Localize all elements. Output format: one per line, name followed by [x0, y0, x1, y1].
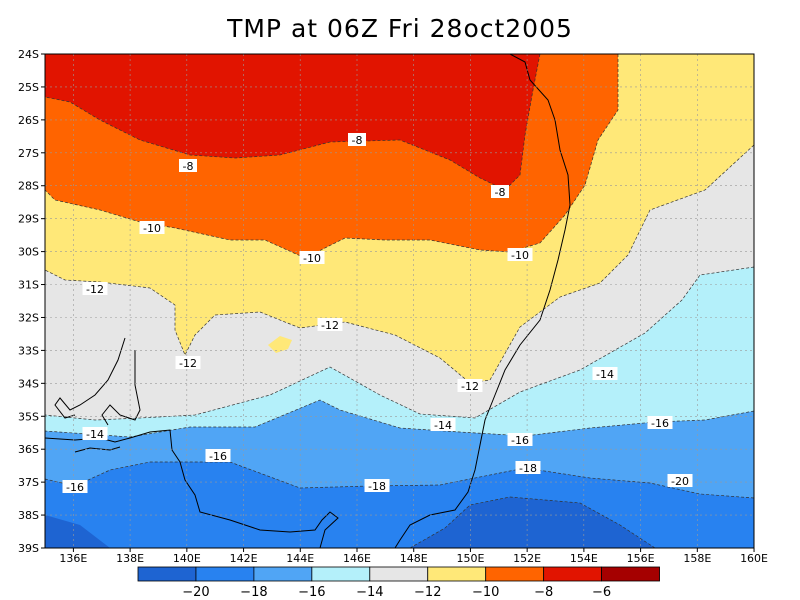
- lon-tick-label: 154E: [570, 552, 598, 565]
- contour-label: -16: [209, 450, 227, 463]
- colorbar-label: −10: [472, 585, 499, 600]
- colorbar-label: −20: [182, 585, 209, 600]
- contour-label: -18: [368, 480, 386, 493]
- lat-tick-label: 34S: [18, 377, 39, 390]
- colorbar-swatch: [543, 566, 603, 582]
- colorbar-label: −18: [240, 585, 267, 600]
- band-minus-6: [45, 54, 540, 190]
- lon-tick-label: 142E: [230, 552, 258, 565]
- lat-tick-label: 24S: [18, 48, 39, 61]
- contour-label: -12: [179, 357, 197, 370]
- contour-label: -16: [651, 417, 669, 430]
- contour-label: -10: [143, 222, 161, 235]
- latitude-axis: 24S 25S 26S 27S 28S 29S 30S 31S 32S 33S 34S 35S 36S 3…: [18, 48, 39, 555]
- contour-label-bg: [317, 318, 343, 331]
- contour-label-bg: [430, 418, 456, 431]
- lat-tick-label: 26S: [18, 114, 39, 127]
- lat-tick-label: 29S: [18, 213, 39, 226]
- colorbar-swatch: [369, 566, 429, 582]
- contour-label: -20: [671, 475, 689, 488]
- contour-label-bg: [299, 251, 325, 264]
- lon-tick-label: 138E: [116, 552, 144, 565]
- contour-label-bg: [139, 221, 165, 234]
- contour-label-bg: [507, 433, 533, 446]
- contour-labels: -8 -8 -8 -10 -10 -10 -12 -12 -12 -12 -14 -14 -14 -16 -…: [62, 133, 693, 494]
- lat-tick-label: 39S: [18, 542, 39, 555]
- contour-label: -16: [66, 481, 84, 494]
- colorbar-swatch: [427, 566, 487, 582]
- contour-label-bg: [364, 479, 390, 492]
- colorbar: −20 −18 −16 −14 −12 −10 −8 −6: [137, 566, 660, 600]
- lat-tick-label: 28S: [18, 180, 39, 193]
- contour-label-bg: [205, 449, 231, 462]
- lon-tick-label: 140E: [173, 552, 201, 565]
- contour-label: -12: [461, 380, 479, 393]
- contour-label-bg: [507, 248, 533, 261]
- band-minus-10-blob: [268, 336, 292, 353]
- lon-tick-label: 158E: [683, 552, 711, 565]
- colorbar-label: −12: [414, 585, 441, 600]
- lon-tick-label: 156E: [627, 552, 655, 565]
- contour-label-bg: [82, 427, 108, 440]
- contour-label-bg: [647, 416, 673, 429]
- longitude-axis: 136E 138E 140E 142E 144E 146E 148E 150E 152E 154E…: [59, 552, 768, 565]
- contour-label-bg: [457, 379, 483, 392]
- lat-tick-label: 25S: [18, 81, 39, 94]
- colorbar-swatch: [485, 566, 545, 582]
- contour-label: -14: [596, 368, 614, 381]
- contour-label: -10: [303, 252, 321, 265]
- contour-label: -8: [352, 134, 363, 147]
- colorbar-swatch: [195, 566, 255, 582]
- contour-label: -16: [511, 434, 529, 447]
- lon-tick-label: 152E: [513, 552, 541, 565]
- filled-contours: [45, 54, 754, 548]
- contour-label-bg: [515, 461, 541, 474]
- contour-label: -12: [86, 283, 104, 296]
- axis-ticks: [41, 53, 755, 552]
- contour-label: -12: [321, 319, 339, 332]
- contour-label-bg: [179, 159, 197, 172]
- contour-label-bg: [592, 367, 618, 380]
- plot-frame: [44, 53, 755, 549]
- lat-tick-label: 36S: [18, 443, 39, 456]
- contour-label-bg: [82, 282, 108, 295]
- lat-tick-label: 32S: [18, 311, 39, 324]
- lat-tick-label: 38S: [18, 509, 39, 522]
- lon-tick-label: 150E: [456, 552, 484, 565]
- colorbar-swatch: [137, 566, 197, 582]
- contour-label: -8: [183, 160, 194, 173]
- map-title: TMP at 06Z Fri 28oct2005: [227, 14, 573, 43]
- colorbar-swatch: [311, 566, 371, 582]
- lon-tick-label: 146E: [343, 552, 371, 565]
- lat-tick-label: 37S: [18, 476, 39, 489]
- contour-label-bg: [667, 474, 693, 487]
- contour-label-bg: [175, 356, 201, 369]
- lon-tick-label: 144E: [286, 552, 314, 565]
- colorbar-label: −6: [592, 585, 611, 600]
- lat-tick-label: 33S: [18, 344, 39, 357]
- lat-tick-label: 35S: [18, 410, 39, 423]
- contour-label-bg: [491, 185, 509, 198]
- colorbar-label: −8: [534, 585, 553, 600]
- lat-tick-label: 30S: [18, 246, 39, 259]
- lat-tick-label: 31S: [18, 279, 39, 292]
- grid-lines: [45, 54, 754, 548]
- contour-label-bg: [62, 480, 88, 493]
- colorbar-swatch: [601, 566, 660, 582]
- contour-label-bg: [348, 133, 366, 146]
- contour-label: -10: [511, 249, 529, 262]
- lat-tick-label: 27S: [18, 147, 39, 160]
- lon-tick-label: 160E: [740, 552, 768, 565]
- contour-label: -18: [519, 462, 537, 475]
- contour-label: -8: [495, 186, 506, 199]
- contour-label: -14: [434, 419, 452, 432]
- lon-tick-label: 136E: [59, 552, 87, 565]
- contour-label: -14: [86, 428, 104, 441]
- colorbar-label: −14: [356, 585, 383, 600]
- colorbar-swatch: [253, 566, 313, 582]
- lon-tick-label: 148E: [400, 552, 428, 565]
- coastline: [45, 54, 571, 548]
- colorbar-label: −16: [298, 585, 325, 600]
